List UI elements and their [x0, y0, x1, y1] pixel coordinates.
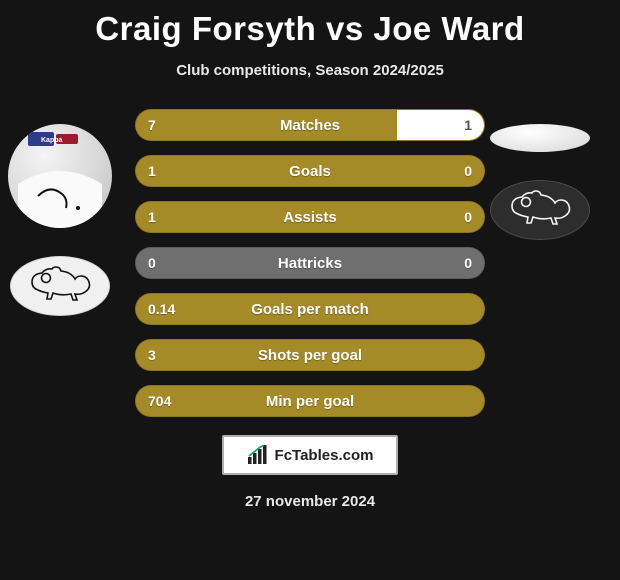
- date-label: 27 november 2024: [0, 493, 620, 510]
- stat-label: Min per goal: [136, 393, 484, 410]
- stat-row: 10Goals: [135, 155, 485, 187]
- stat-row: 10Assists: [135, 201, 485, 233]
- brand-box[interactable]: FcTables.com: [222, 435, 398, 475]
- brand-label: FcTables.com: [275, 447, 374, 464]
- brand-chart-icon: [247, 445, 269, 465]
- stat-row: 3Shots per goal: [135, 339, 485, 371]
- stat-row: 704Min per goal: [135, 385, 485, 417]
- stat-label: Goals per match: [136, 301, 484, 318]
- stats-area: 71Matches 10Goals 10Assists 00Hattricks 0.14…: [0, 109, 620, 417]
- stat-label: Goals: [136, 163, 484, 180]
- stat-label: Matches: [136, 117, 484, 134]
- page-title: Craig Forsyth vs Joe Ward: [0, 0, 620, 48]
- stat-label: Assists: [136, 209, 484, 226]
- stat-row: 00Hattricks: [135, 247, 485, 279]
- stat-row: 71Matches: [135, 109, 485, 141]
- stat-label: Hattricks: [136, 255, 484, 272]
- stat-row: 0.14Goals per match: [135, 293, 485, 325]
- subtitle: Club competitions, Season 2024/2025: [0, 62, 620, 79]
- stat-label: Shots per goal: [136, 347, 484, 364]
